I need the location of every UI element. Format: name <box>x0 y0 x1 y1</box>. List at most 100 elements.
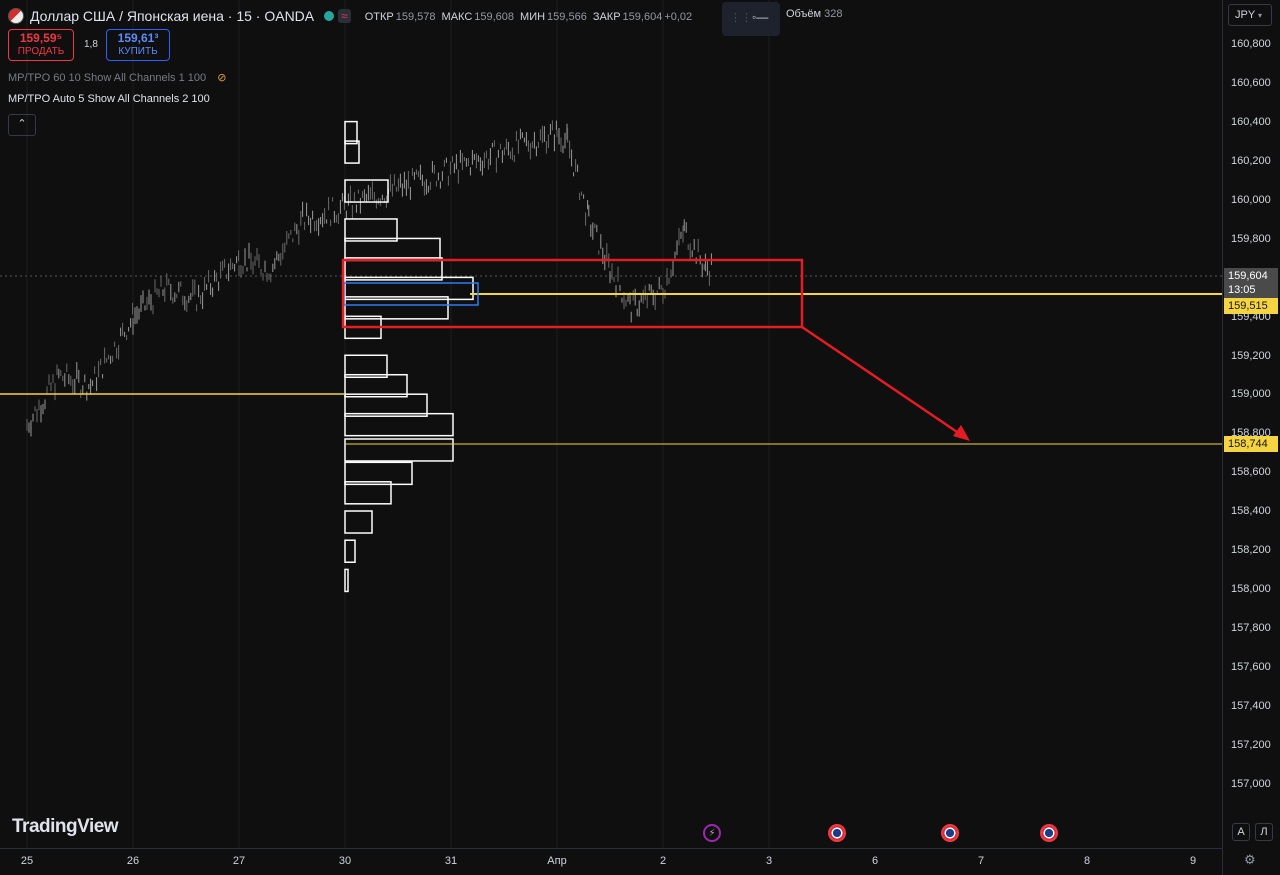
symbol-title[interactable]: Доллар США / Японская иена · 15 · OANDA <box>30 8 314 24</box>
us-flag-icon[interactable] <box>941 824 959 842</box>
profile-bar <box>345 375 407 397</box>
value-area-box[interactable] <box>344 283 478 305</box>
lightning-icon[interactable]: ⚡ <box>703 824 721 842</box>
drawing-toolbar[interactable]: ⋮⋮ ◦— <box>722 2 780 36</box>
log-scale-button[interactable]: Л <box>1255 823 1273 841</box>
indicator-legend-1[interactable]: MP/TPO 60 10 Show All Channels 1 100 ⊘ <box>8 71 226 84</box>
price-tick: 159,000 <box>1231 388 1271 400</box>
volume-legend: Объём 328 <box>786 8 842 20</box>
time-tick: 7 <box>978 855 984 867</box>
price-candles <box>27 120 711 436</box>
price-tick: 157,400 <box>1231 700 1271 712</box>
ohlc-key: МАКС <box>442 11 473 23</box>
price-tick: 157,200 <box>1231 739 1271 751</box>
current-price-tag: 159,604 13:05 <box>1224 268 1278 298</box>
ohlc-key: ЗАКР <box>593 11 621 23</box>
price-chart[interactable] <box>0 0 1222 848</box>
sell-button[interactable]: 159,59⁵ ПРОДАТЬ <box>8 29 74 61</box>
price-tick: 157,000 <box>1231 778 1271 790</box>
ohlc-key: МИН <box>520 11 545 23</box>
time-tick: 30 <box>339 855 351 867</box>
price-tick: 160,000 <box>1231 194 1271 206</box>
indicator-label-2: MP/TPO Auto 5 Show All Channels 2 100 <box>8 93 210 105</box>
ohlc-value: 159,578 <box>396 11 436 23</box>
price-tick: 158,000 <box>1231 583 1271 595</box>
buy-button[interactable]: 159,61³ КУПИТЬ <box>106 29 170 61</box>
price-tick: 159,800 <box>1231 233 1271 245</box>
price-tick: 158,200 <box>1231 544 1271 556</box>
gear-icon[interactable]: ⚙ <box>1244 852 1256 868</box>
time-tick: 3 <box>766 855 772 867</box>
time-tick: 8 <box>1084 855 1090 867</box>
profile-bar <box>345 219 397 241</box>
forecast-arrowhead <box>953 425 970 441</box>
price-tick: 158,400 <box>1231 505 1271 517</box>
time-axis[interactable]: 25 26 27 30 31 Апр 2 3 6 7 8 9 <box>0 848 1222 875</box>
ohlc-value: 159,566 <box>547 11 587 23</box>
time-tick: 9 <box>1190 855 1196 867</box>
ohlc-values: ОТКР 159,578 МАКС 159,608 МИН 159,566 ЗАКР 159,… <box>359 9 692 23</box>
price-tick: 160,600 <box>1231 77 1271 89</box>
profile-bar <box>345 439 453 461</box>
buy-label: КУПИТЬ <box>107 45 169 58</box>
indicator-legend-2[interactable]: MP/TPO Auto 5 Show All Channels 2 100 <box>8 93 210 105</box>
line-tool-icon[interactable]: ◦— <box>752 10 768 24</box>
hidden-eye-icon[interactable]: ⊘ <box>217 72 226 84</box>
sell-label: ПРОДАТЬ <box>9 45 73 58</box>
data-feed-icon: ≈ <box>338 9 351 23</box>
price-tick: 160,800 <box>1231 38 1271 50</box>
auto-scale-button[interactable]: A <box>1232 823 1250 841</box>
ohlc-key: ОТКР <box>365 11 394 23</box>
level-price-tag-2: 158,744 <box>1224 436 1278 452</box>
tradingview-logo: TradingView <box>12 816 118 838</box>
buy-price: 159,61³ <box>107 32 169 45</box>
level-price-tag-1: 159,515 <box>1224 298 1278 314</box>
collapse-legend-button[interactable]: ⌃ <box>8 114 36 136</box>
profile-bar <box>345 511 372 533</box>
us-flag-icon[interactable] <box>1040 824 1058 842</box>
volume-label: Объём <box>786 8 821 20</box>
profile-bar <box>345 277 473 299</box>
profile-bar <box>345 569 348 591</box>
chevron-down-icon: ▾ <box>1258 11 1262 20</box>
currency-selector[interactable]: JPY ▾ <box>1228 4 1272 26</box>
time-tick: 27 <box>233 855 245 867</box>
price-tick: 157,600 <box>1231 661 1271 673</box>
price-tick: 159,200 <box>1231 350 1271 362</box>
us-flag-icon[interactable] <box>828 824 846 842</box>
price-tick: 157,800 <box>1231 622 1271 634</box>
current-price-label: 159,604 <box>1228 269 1278 283</box>
profile-bar <box>345 414 453 436</box>
drag-handle-icon[interactable]: ⋮⋮ <box>730 11 752 24</box>
ohlc-value: 159,604 <box>623 11 663 23</box>
time-tick: 25 <box>21 855 33 867</box>
ohlc-change: +0,02 <box>664 11 692 23</box>
symbol-header[interactable]: Доллар США / Японская иена · 15 · OANDA … <box>8 6 692 26</box>
profile-bar <box>345 462 412 484</box>
price-tick: 158,600 <box>1231 466 1271 478</box>
time-tick: 2 <box>660 855 666 867</box>
profile-bar <box>345 141 359 163</box>
currency-flag-icon <box>8 8 24 24</box>
ohlc-value: 159,608 <box>474 11 514 23</box>
time-tick: 31 <box>445 855 457 867</box>
indicator-label-1: MP/TPO 60 10 Show All Channels 1 100 <box>8 72 206 84</box>
forecast-arrow-line[interactable] <box>802 327 963 436</box>
profile-bar <box>345 355 387 377</box>
time-tick: 26 <box>127 855 139 867</box>
bar-countdown: 13:05 <box>1228 283 1278 297</box>
vertical-grid-lines <box>27 0 769 848</box>
profile-bar <box>345 122 357 144</box>
currency-label: JPY <box>1235 9 1255 21</box>
price-tick: 160,400 <box>1231 116 1271 128</box>
volume-value: 328 <box>824 8 842 20</box>
time-tick: Апр <box>547 855 566 867</box>
sell-price: 159,59⁵ <box>9 32 73 45</box>
spread-value: 1,8 <box>84 39 98 50</box>
profile-bar <box>345 238 440 260</box>
profile-bar <box>345 394 427 416</box>
time-tick: 6 <box>872 855 878 867</box>
price-tick: 160,200 <box>1231 155 1271 167</box>
market-status-icon <box>324 11 334 21</box>
profile-bar <box>345 482 391 504</box>
